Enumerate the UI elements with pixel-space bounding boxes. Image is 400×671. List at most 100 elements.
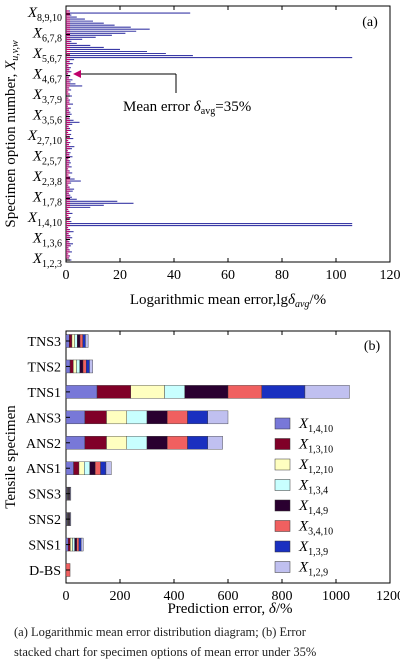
bar-segment-b bbox=[84, 461, 90, 475]
bar-segment-b bbox=[126, 410, 148, 425]
x-axis-title-b: Prediction error, δ/% bbox=[167, 601, 292, 617]
bar-segment-b bbox=[130, 385, 165, 399]
x-axis-title-a: Logarithmic mean error,lgδavg/% bbox=[130, 292, 326, 310]
y-tick-label-a: X1,2,3 bbox=[32, 251, 62, 270]
bar-segment-b bbox=[304, 385, 350, 399]
bar-segment-b bbox=[82, 359, 87, 374]
bar-segment-b bbox=[146, 410, 168, 425]
x-tick-label-a: 60 bbox=[221, 268, 235, 283]
legend-swatch bbox=[274, 458, 291, 471]
x-tick-label-a: 40 bbox=[167, 268, 181, 283]
bar-segment-b bbox=[76, 359, 80, 374]
chart-b: 0 200 400 600 800 1000 1200 D-BS SNS1 SNS2 SNS3 AN… bbox=[3, 330, 400, 617]
x-tick-label-b: 200 bbox=[110, 589, 131, 604]
bar-segment-b bbox=[207, 436, 223, 450]
y-tick-label-a: X4,6,7 bbox=[32, 67, 62, 86]
bar-segment-b bbox=[261, 385, 306, 399]
x-tick-label-b: 0 bbox=[63, 589, 70, 604]
y-tick-label-a: X1,7,8 bbox=[32, 190, 62, 209]
bar-segment-b bbox=[74, 334, 78, 348]
y-tick-label-a: X3,7,9 bbox=[32, 87, 62, 106]
y-axis-title-b: Tensile specimen bbox=[3, 405, 19, 509]
bar-segment-b bbox=[106, 410, 127, 425]
y-tick-label-b: SNS3 bbox=[28, 488, 61, 503]
x-tick-label-b: 600 bbox=[218, 589, 239, 604]
x-tick-label-b: 1200 bbox=[376, 589, 400, 604]
legend-label: X1,4,9 bbox=[298, 498, 328, 517]
y-tick-label-b: ANS3 bbox=[26, 411, 61, 426]
bar-segment-b bbox=[84, 410, 107, 425]
bar-segment-b bbox=[71, 334, 75, 348]
bar-segment-b bbox=[187, 436, 208, 450]
x-tick-label-a: 20 bbox=[113, 268, 127, 283]
y-tick-label-a: X3,5,6 bbox=[32, 108, 62, 127]
legend-label: X1,3,4 bbox=[298, 478, 328, 497]
bar-segment-b bbox=[65, 385, 98, 399]
x-tick-label-a: 100 bbox=[326, 268, 347, 283]
bars-b bbox=[65, 334, 350, 577]
x-tick-label-a: 0 bbox=[63, 268, 70, 283]
bar-segment-b bbox=[167, 436, 188, 450]
legend-swatch bbox=[274, 540, 291, 553]
bar-segment-b bbox=[78, 537, 82, 552]
bar-segment-b bbox=[89, 461, 96, 475]
legend-label: X1,4,10 bbox=[298, 416, 333, 435]
bar-segment-b bbox=[89, 359, 93, 374]
bar-segment-b bbox=[84, 436, 107, 450]
x-tick-label-b: 400 bbox=[164, 589, 185, 604]
bar-segment-b bbox=[167, 410, 188, 425]
y-tick-label-a: X2,7,10 bbox=[27, 128, 62, 147]
y-tick-label-b: ANS1 bbox=[26, 462, 61, 477]
bar-segment-b bbox=[86, 359, 90, 374]
bar-segment-b bbox=[105, 461, 112, 475]
bar-segment-b bbox=[79, 359, 84, 374]
bar-segment-b bbox=[76, 537, 80, 552]
panel-label-b: (b) bbox=[364, 339, 381, 354]
x-tick-label-b: 800 bbox=[272, 589, 293, 604]
bar-segment-b bbox=[78, 461, 85, 475]
bar-segment-b bbox=[100, 461, 107, 475]
bar-segment-b bbox=[94, 461, 101, 475]
bar-segment-b bbox=[72, 537, 75, 552]
panel-label-a: (a) bbox=[362, 15, 378, 30]
bar-segment-b bbox=[69, 512, 72, 526]
caption-line-2: stacked chart for specimen options of me… bbox=[14, 645, 317, 659]
bar-segment-b bbox=[227, 385, 262, 399]
x-tick-label-a: 120 bbox=[380, 268, 400, 283]
y-tick-label-a: X8,9,10 bbox=[27, 5, 62, 24]
legend-swatch bbox=[274, 438, 291, 450]
figure: 0 20 40 60 80 100 120 X1,2,3X1,3,6X1,4,10X1,7,… bbox=[3, 5, 400, 617]
y-tick-label-b: SNS1 bbox=[28, 539, 61, 554]
legend-label: X1,2,9 bbox=[298, 560, 328, 579]
bar-segment-b bbox=[80, 537, 84, 552]
y-tick-label-b: SNS2 bbox=[28, 513, 61, 528]
bar-segment-b bbox=[82, 334, 86, 348]
y-axis-title-a: Specimen option number, Xu,v,w bbox=[3, 40, 21, 228]
bar-segment-b bbox=[69, 486, 72, 501]
bar-segment-b bbox=[126, 436, 148, 450]
bar-segment-b bbox=[69, 359, 74, 374]
bar-segment-b bbox=[187, 410, 208, 425]
y-tick-label-b: TNS2 bbox=[28, 360, 61, 375]
legend-label: X1,2,10 bbox=[298, 457, 333, 476]
bar-segment-b bbox=[106, 436, 127, 450]
y-tick-label-a: X2,3,8 bbox=[32, 169, 62, 188]
bar-segment-b bbox=[96, 385, 132, 399]
legend-label: X3,4,10 bbox=[298, 519, 333, 538]
x-tick-label-a: 80 bbox=[275, 268, 289, 283]
y-tick-label-a: X5,6,7 bbox=[32, 46, 62, 65]
y-tick-label-a: X6,7,8 bbox=[32, 26, 62, 45]
plot-frame-b bbox=[65, 330, 391, 584]
bar-segment-b bbox=[164, 385, 186, 399]
bar-segment-b bbox=[70, 537, 73, 552]
y-tick-label-a: X1,4,10 bbox=[27, 210, 62, 229]
caption-line-1: (a) Logarithmic mean error distribution … bbox=[14, 625, 306, 639]
bar-segment-b bbox=[207, 410, 229, 425]
legend-swatch bbox=[274, 561, 291, 573]
legend-swatch bbox=[274, 417, 291, 430]
figure-caption: (a) Logarithmic mean error distribution … bbox=[14, 622, 394, 662]
y-tick-label-b: ANS2 bbox=[26, 437, 61, 452]
chart-a: 0 20 40 60 80 100 120 X1,2,3X1,3,6 X1,4,10X1,7,… bbox=[3, 5, 400, 310]
